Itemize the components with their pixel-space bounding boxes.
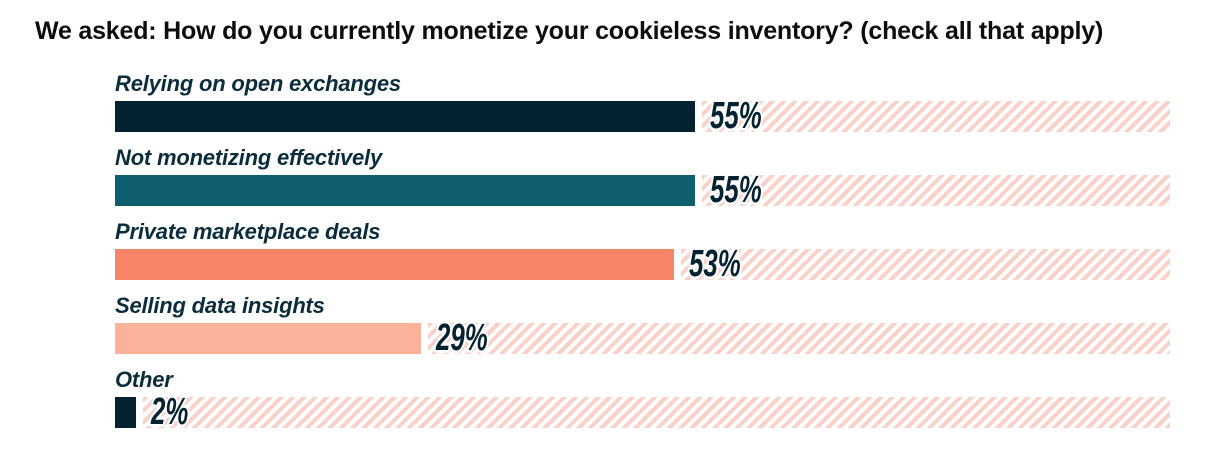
bar-remainder-stripes: 29% [427,317,1170,359]
bar-track: 55% [115,95,1170,137]
value-label: 55% [710,95,762,137]
bar-row: Relying on open exchanges 55% [115,70,1170,137]
bar-track: 29% [115,317,1170,359]
bar-track: 55% [115,169,1170,211]
bar-remainder-stripes: 53% [681,243,1170,285]
bar-remainder-stripes: 55% [702,169,1170,211]
bar-track: 2% [115,391,1170,433]
bar-fill [115,249,675,280]
category-label: Private marketplace deals [115,219,381,244]
bar-remainder-stripes: 2% [143,391,1170,433]
chart-title: We asked: How do you currently monetize … [35,17,1104,45]
bar-fill [115,397,137,428]
bar-row: Private marketplace deals 53% [115,218,1170,285]
bar-row: Other 2% [115,366,1170,433]
bar-row: Selling data insights 29% [115,292,1170,359]
value-label: 55% [710,169,762,211]
value-label: 2% [151,391,189,433]
bar-chart: Relying on open exchanges 55% Not moneti… [115,70,1170,440]
value-label: 29% [435,317,488,359]
category-label: Relying on open exchanges [115,71,401,96]
bar-track: 53% [115,243,1170,285]
value-label: 53% [689,243,741,285]
bar-fill [115,323,421,354]
category-label: Selling data insights [115,293,325,318]
bar-remainder-stripes: 55% [702,95,1170,137]
bar-row: Not monetizing effectively 55% [115,144,1170,211]
bar-fill [115,175,696,206]
category-label: Other [115,367,173,392]
bar-fill [115,101,696,132]
category-label: Not monetizing effectively [115,145,382,170]
